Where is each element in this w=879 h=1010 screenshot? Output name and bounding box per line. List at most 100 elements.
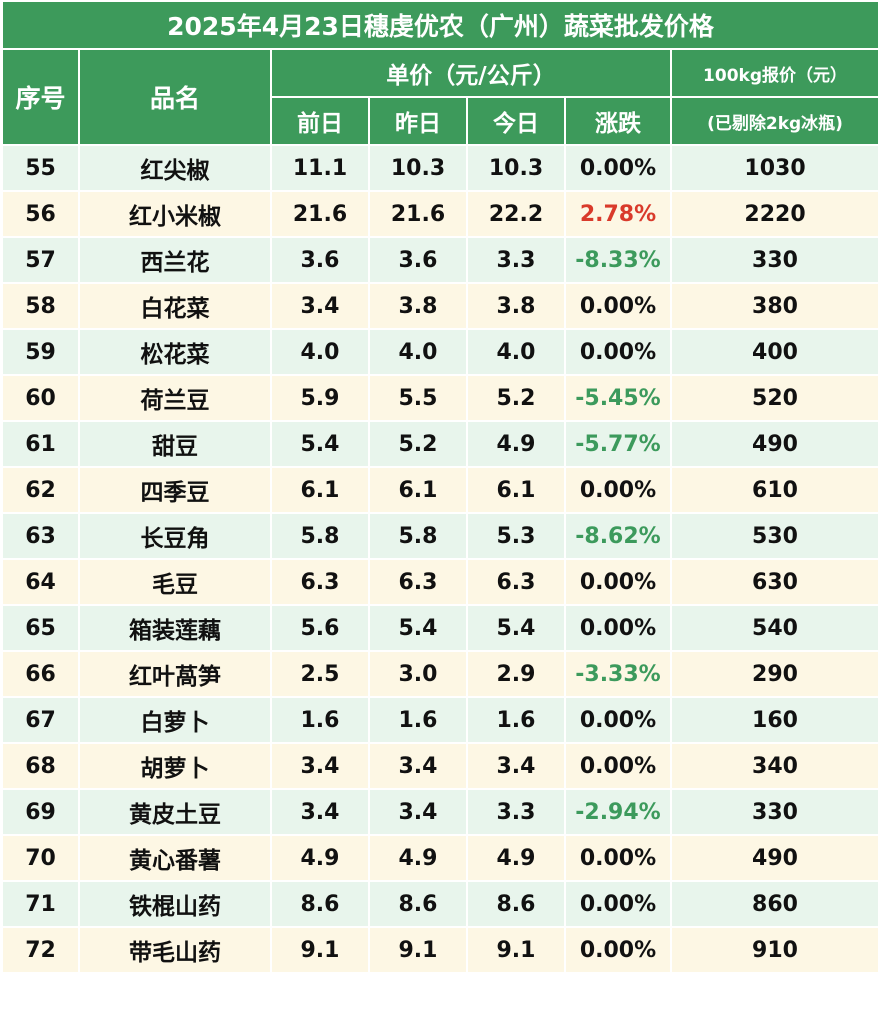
cell-change: 0.00% (564, 282, 672, 330)
header-quote: 100kg报价（元） (669, 48, 879, 98)
cell-prev-day: 4.9 (270, 834, 370, 882)
table-body: 55 红尖椒 11.1 10.3 10.3 0.00% 1030 56 红小米椒 21.6 21.6… (1, 144, 879, 974)
cell-quote: 160 (669, 696, 879, 744)
cell-change: 0.00% (564, 880, 672, 928)
cell-prev-day: 5.6 (270, 604, 370, 652)
table-row: 62 四季豆 6.1 6.1 6.1 0.00% 610 (1, 466, 879, 514)
cell-prev-day: 5.8 (270, 512, 370, 560)
cell-name: 荷兰豆 (78, 374, 272, 422)
table-row: 55 红尖椒 11.1 10.3 10.3 0.00% 1030 (1, 144, 879, 192)
cell-quote: 490 (669, 420, 879, 468)
cell-prev-day: 2.5 (270, 650, 370, 698)
cell-prev-day: 3.4 (270, 282, 370, 330)
cell-quote: 330 (669, 788, 879, 836)
table-row: 61 甜豆 5.4 5.2 4.9 -5.77% 490 (1, 420, 879, 468)
header-quote-note: (已剔除2kg冰瓶) (669, 96, 879, 146)
cell-index: 59 (1, 328, 80, 376)
cell-index: 62 (1, 466, 80, 514)
table-row: 72 带毛山药 9.1 9.1 9.1 0.00% 910 (1, 926, 879, 974)
cell-index: 66 (1, 650, 80, 698)
cell-index: 56 (1, 190, 80, 238)
cell-today: 4.9 (466, 834, 566, 882)
cell-quote: 630 (669, 558, 879, 606)
cell-quote: 490 (669, 834, 879, 882)
cell-yesterday: 6.1 (368, 466, 468, 514)
table-row: 68 胡萝卜 3.4 3.4 3.4 0.00% 340 (1, 742, 879, 790)
cell-name: 甜豆 (78, 420, 272, 468)
cell-quote: 860 (669, 880, 879, 928)
cell-index: 55 (1, 144, 80, 192)
cell-name: 白萝卜 (78, 696, 272, 744)
cell-change: -5.77% (564, 420, 672, 468)
cell-yesterday: 21.6 (368, 190, 468, 238)
cell-index: 72 (1, 926, 80, 974)
cell-index: 58 (1, 282, 80, 330)
cell-yesterday: 4.0 (368, 328, 468, 376)
cell-index: 70 (1, 834, 80, 882)
cell-index: 63 (1, 512, 80, 560)
cell-name: 红叶萵笋 (78, 650, 272, 698)
cell-change: -8.62% (564, 512, 672, 560)
cell-name: 胡萝卜 (78, 742, 272, 790)
cell-change: 0.00% (564, 604, 672, 652)
cell-yesterday: 1.6 (368, 696, 468, 744)
cell-change: 0.00% (564, 558, 672, 606)
cell-quote: 330 (669, 236, 879, 284)
cell-yesterday: 3.8 (368, 282, 468, 330)
table-row: 60 荷兰豆 5.9 5.5 5.2 -5.45% 520 (1, 374, 879, 422)
table-row: 70 黄心番薯 4.9 4.9 4.9 0.00% 490 (1, 834, 879, 882)
cell-today: 3.3 (466, 788, 566, 836)
cell-name: 长豆角 (78, 512, 272, 560)
cell-quote: 530 (669, 512, 879, 560)
table-row: 63 长豆角 5.8 5.8 5.3 -8.62% 530 (1, 512, 879, 560)
header-change: 涨跌 (564, 96, 672, 146)
cell-change: 0.00% (564, 834, 672, 882)
cell-prev-day: 6.3 (270, 558, 370, 606)
cell-change: 0.00% (564, 144, 672, 192)
cell-prev-day: 21.6 (270, 190, 370, 238)
cell-quote: 610 (669, 466, 879, 514)
cell-today: 6.1 (466, 466, 566, 514)
cell-change: 0.00% (564, 742, 672, 790)
cell-today: 5.4 (466, 604, 566, 652)
cell-change: 0.00% (564, 328, 672, 376)
cell-yesterday: 5.5 (368, 374, 468, 422)
cell-quote: 540 (669, 604, 879, 652)
cell-today: 3.3 (466, 236, 566, 284)
cell-quote: 380 (669, 282, 879, 330)
cell-index: 68 (1, 742, 80, 790)
cell-yesterday: 5.4 (368, 604, 468, 652)
cell-name: 箱装莲藕 (78, 604, 272, 652)
cell-index: 57 (1, 236, 80, 284)
cell-index: 67 (1, 696, 80, 744)
cell-yesterday: 4.9 (368, 834, 468, 882)
cell-prev-day: 1.6 (270, 696, 370, 744)
cell-today: 3.4 (466, 742, 566, 790)
cell-change: -2.94% (564, 788, 672, 836)
header-unit-price: 单价（元/公斤） (270, 48, 672, 98)
cell-prev-day: 8.6 (270, 880, 370, 928)
cell-name: 四季豆 (78, 466, 272, 514)
cell-prev-day: 5.4 (270, 420, 370, 468)
cell-name: 黄心番薯 (78, 834, 272, 882)
cell-yesterday: 5.8 (368, 512, 468, 560)
cell-today: 22.2 (466, 190, 566, 238)
cell-quote: 340 (669, 742, 879, 790)
table-row: 67 白萝卜 1.6 1.6 1.6 0.00% 160 (1, 696, 879, 744)
cell-prev-day: 3.4 (270, 742, 370, 790)
cell-today: 9.1 (466, 926, 566, 974)
table-row: 57 西兰花 3.6 3.6 3.3 -8.33% 330 (1, 236, 879, 284)
cell-name: 带毛山药 (78, 926, 272, 974)
cell-today: 5.2 (466, 374, 566, 422)
cell-name: 红小米椒 (78, 190, 272, 238)
table-row: 58 白花菜 3.4 3.8 3.8 0.00% 380 (1, 282, 879, 330)
header-prev-day: 前日 (270, 96, 370, 146)
table-row: 64 毛豆 6.3 6.3 6.3 0.00% 630 (1, 558, 879, 606)
cell-today: 1.6 (466, 696, 566, 744)
cell-change: -5.45% (564, 374, 672, 422)
cell-today: 4.9 (466, 420, 566, 468)
cell-change: 2.78% (564, 190, 672, 238)
header-name: 品名 (78, 48, 272, 146)
cell-quote: 400 (669, 328, 879, 376)
cell-prev-day: 4.0 (270, 328, 370, 376)
